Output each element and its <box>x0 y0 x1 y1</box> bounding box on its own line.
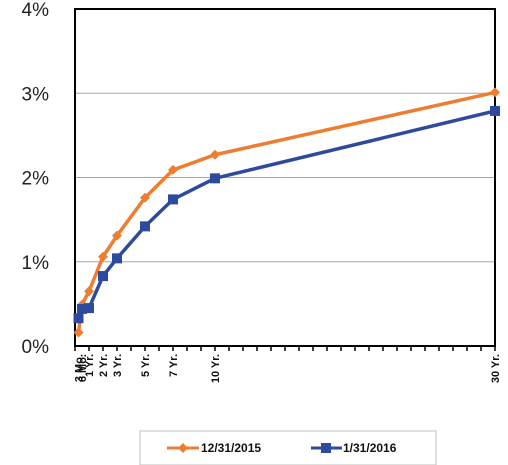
grid-lines <box>75 92 495 263</box>
x-axis-ticks: 3 Mo.6 Mo.1 Yr. 2 Yr. 3 Yr. 5 Yr. 7 Yr. 10 Yr… <box>74 346 502 383</box>
x-tick-label-2-yr: 2 Yr. <box>98 354 110 377</box>
data-point-1-31-2016-2-yr <box>98 271 108 282</box>
data-point-12-31-2015-1-yr <box>84 286 94 297</box>
data-point-1-31-2016-30-yr <box>490 105 500 116</box>
data-point-12-31-2015-7-yr <box>168 164 178 175</box>
data-point-1-31-2016-10-yr <box>210 173 220 184</box>
data-point-12-31-2015-3-yr <box>112 230 122 241</box>
data-point-12-31-2015-2-yr <box>98 251 108 262</box>
data-point-12-31-2015-5-yr <box>140 192 150 203</box>
data-point-1-31-2016-3-yr <box>112 253 122 264</box>
y-tick-label-4: 4% <box>22 0 50 21</box>
series-line-12-31-2015 <box>76 90 496 333</box>
y-tick-label-3: 3% <box>22 84 50 105</box>
x-tick-label-6-mo: 6 Mo. <box>77 354 89 382</box>
data-point-1-31-2016-1-yr <box>84 303 94 314</box>
legend-label-1-31-2016: 1/31/2016 <box>343 441 397 455</box>
data-point-12-31-2015-30-yr <box>490 87 500 98</box>
legend-label-12-31-2015: 12/31/2015 <box>201 441 261 455</box>
data-point-1-31-2016-6-mo <box>77 303 87 314</box>
series-line-1-31-2016 <box>76 109 496 319</box>
data-point-1-31-2016-5-yr <box>140 221 150 232</box>
data-point-1-31-2016-7-yr <box>168 194 178 205</box>
y-tick-label-0: 0% <box>22 337 50 358</box>
x-tick-label-3-yr: 3 Yr. <box>112 354 124 377</box>
x-tick-label-3-mo: 3 Mo. <box>74 354 86 382</box>
legend-swatch-marker-1-31-2016 <box>321 443 331 453</box>
legend-swatch-marker-12-31-2015 <box>178 443 188 453</box>
x-tick-label-7-yr: 7 Yr. <box>168 354 180 377</box>
x-tick-label-5-yr: 5 Yr. <box>140 354 152 377</box>
data-point-1-31-2016-3-mo <box>73 313 84 324</box>
data-point-12-31-2015-10-yr <box>210 149 220 160</box>
legend: 12/31/2015 1/31/2016 <box>139 430 437 465</box>
x-tick-label-30-yr: 30 Yr. <box>490 354 502 383</box>
x-tick-label-10-yr: 10 Yr. <box>210 354 222 383</box>
data-series <box>73 87 500 338</box>
y-tick-label-1: 1% <box>22 253 50 274</box>
x-tick-label-1-yr: 1 Yr. <box>84 354 96 377</box>
y-axis-tick-labels: 0% 1% 2% 3% 4% <box>22 0 50 358</box>
y-tick-label-2: 2% <box>22 169 50 190</box>
data-point-12-31-2015-3-mo <box>73 327 84 338</box>
